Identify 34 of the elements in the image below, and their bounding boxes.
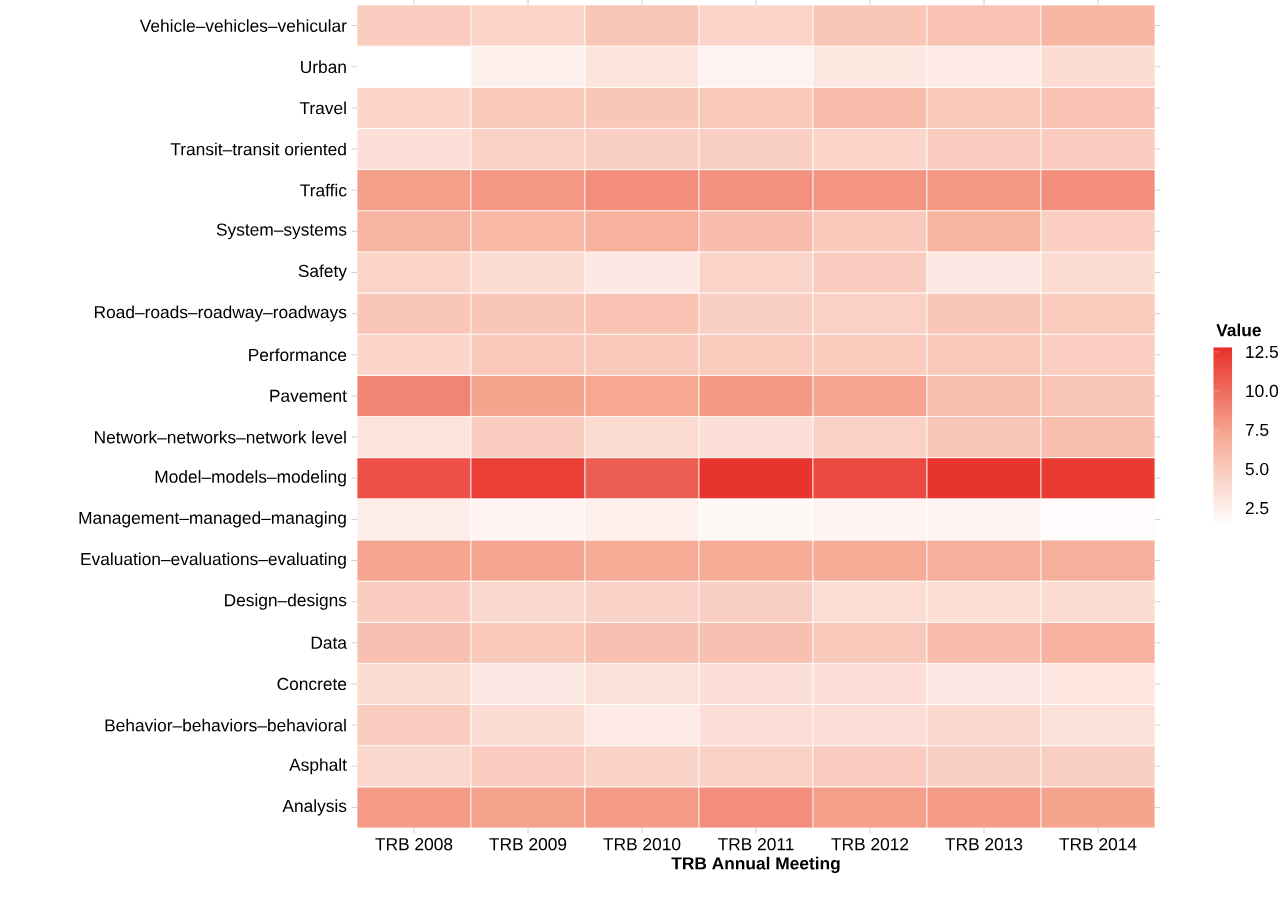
y-tick-label: Urban: [301, 60, 346, 74]
y-tick-label: Asphalt: [289, 758, 347, 775]
y-tick-label: Behavior–behaviors–behavioral: [105, 718, 346, 732]
x-tick-label: TRB 2008: [375, 838, 453, 851]
y-tick-label: Network–networks–network level: [95, 430, 346, 444]
y-tick-label: Road–roads–roadway–roadways: [94, 305, 347, 322]
y-tick-label: Transit–transit oriented: [170, 142, 346, 156]
y-tick-label: Analysis: [282, 799, 347, 816]
y-tick-label: Design–designs: [225, 593, 347, 610]
y-tick-label: Data: [311, 636, 347, 649]
color-bar-label: 10.0: [1246, 384, 1279, 398]
y-tick-label: Management–managed–managing: [79, 511, 346, 528]
y-tick-label: System–systems: [216, 223, 347, 240]
x-tick-label: TRB 2011: [718, 838, 794, 851]
legend-title: Value: [1216, 323, 1261, 337]
x-tick-label: TRB 2014: [1059, 838, 1137, 851]
color-bar-label: 12.5: [1246, 345, 1278, 359]
y-tick-label: Travel: [299, 101, 346, 115]
y-tick-label: Traffic: [300, 183, 347, 197]
y-tick-label: Model–models–modeling: [155, 470, 346, 487]
y-tick-label: Pavement: [270, 389, 347, 402]
y-tick-label: Vehicle–vehicles–vehicular: [139, 19, 347, 32]
y-tick-label: Concrete: [277, 677, 347, 691]
y-tick-label: Safety: [298, 264, 347, 281]
x-tick-label: TRB 2013: [945, 838, 1023, 851]
x-tick-label: TRB 2010: [603, 838, 681, 851]
y-tick-label: Performance: [249, 348, 347, 362]
x-axis-title: TRB Annual Meeting: [671, 856, 840, 874]
x-tick-label: TRB 2012: [831, 838, 909, 851]
x-tick-label: TRB 2009: [489, 838, 567, 851]
y-tick-label: Evaluation–evaluations–evaluating: [81, 552, 346, 569]
color-bar-label: 5.0: [1245, 462, 1269, 476]
color-bar-label: 7.5: [1245, 423, 1269, 437]
color-bar-label: 2.5: [1245, 501, 1269, 515]
